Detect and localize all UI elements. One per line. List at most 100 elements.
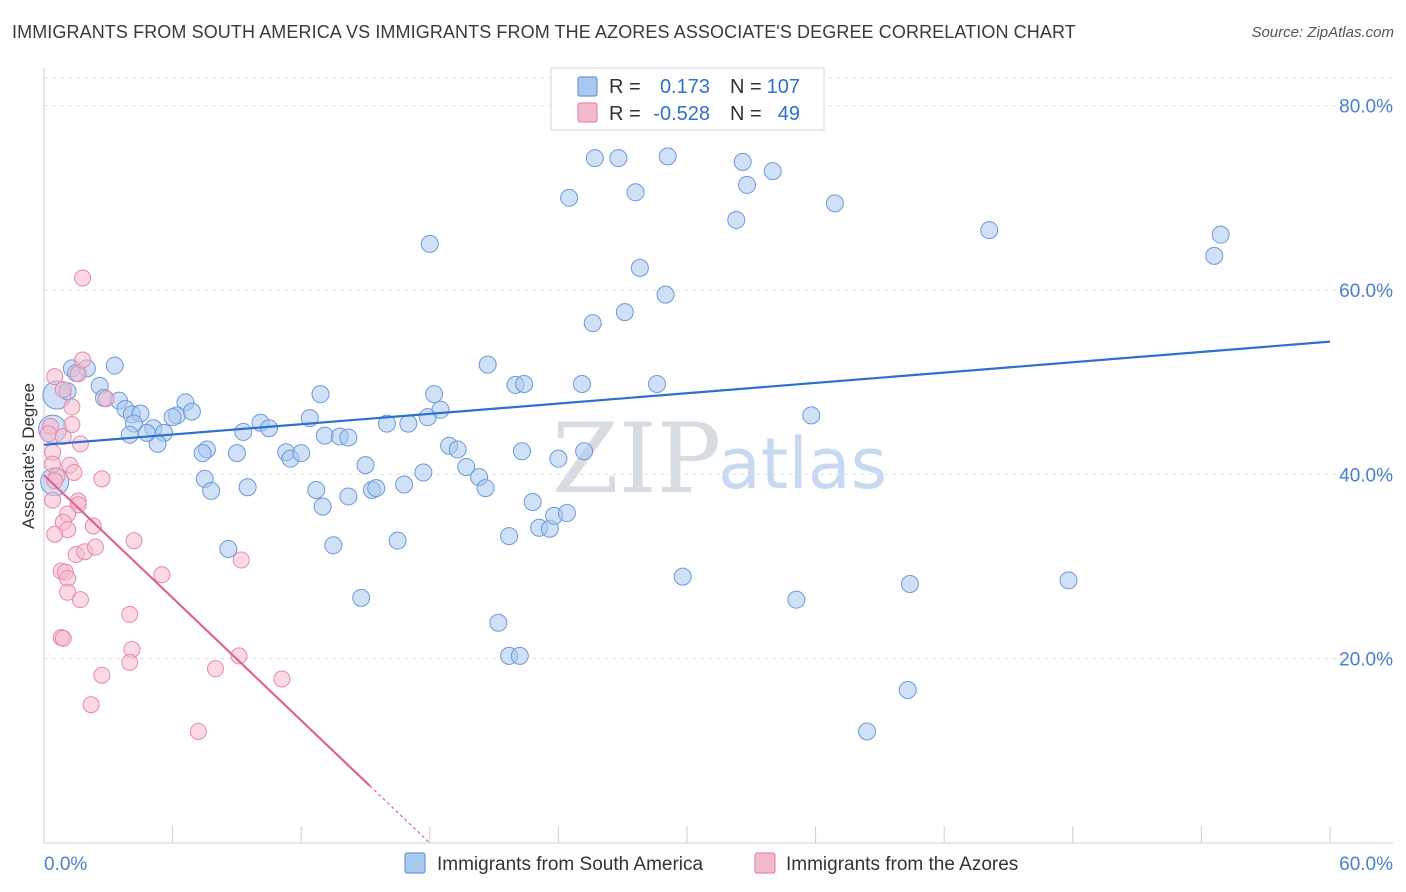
pink-point <box>54 629 72 647</box>
pink-point <box>59 583 77 601</box>
blue-point <box>315 426 334 445</box>
pink-point <box>54 428 72 446</box>
series-legend: Immigrants from South America Immigrants… <box>404 852 1018 875</box>
pink-point <box>273 670 291 688</box>
blue-point <box>489 613 508 632</box>
blue-point <box>512 442 531 461</box>
blue-point <box>182 402 201 421</box>
pink-point <box>74 269 92 287</box>
pink-point <box>71 435 89 453</box>
legend-pink-swatch <box>577 102 598 123</box>
blue-point <box>476 479 495 498</box>
blue-point <box>414 463 433 482</box>
blue-point <box>733 152 752 171</box>
blue-point <box>120 425 139 444</box>
pink-point <box>63 416 81 434</box>
blue-point <box>395 475 414 494</box>
blue-point <box>630 258 649 277</box>
blue-point <box>193 444 212 463</box>
watermark: ZIP atlas <box>552 403 887 515</box>
axes <box>43 68 1393 844</box>
blue-point <box>292 444 311 463</box>
pink-point <box>232 551 250 569</box>
x-tick-labels: 0.0% 60.0% <box>44 854 1393 875</box>
blue-point <box>858 722 877 741</box>
legend-blue-r-value: 0.173 <box>660 76 710 98</box>
blue-point <box>324 536 343 555</box>
blue-point <box>313 497 332 516</box>
blue-point <box>572 375 591 393</box>
pink-point <box>125 532 143 550</box>
blue-point <box>898 681 917 699</box>
source-credit: Source: ZipAtlas.com <box>1251 24 1394 41</box>
pink-trend-extension <box>369 785 431 844</box>
blue-point <box>585 149 604 168</box>
pink-point <box>82 696 100 714</box>
pink-point <box>153 566 171 584</box>
blue-trend-line <box>43 340 1331 446</box>
legend-blue-swatch <box>577 76 598 97</box>
blue-point <box>234 422 253 441</box>
blue-point <box>105 356 124 375</box>
y-tick-label: 60.0% <box>1339 281 1393 302</box>
blue-point <box>377 414 396 433</box>
y-tick-labels: 20.0% 40.0% 60.0% 80.0% <box>1339 97 1393 671</box>
blue-point <box>583 314 602 333</box>
blue-point <box>352 588 371 607</box>
blue-point <box>575 442 594 461</box>
pink-point <box>230 647 248 665</box>
blue-point <box>900 575 919 594</box>
blue-point <box>656 285 675 304</box>
bottom-legend-blue-label: Immigrants from South America <box>437 854 704 875</box>
pink-point <box>39 425 57 443</box>
blue-point <box>626 183 645 202</box>
bottom-legend-pink-swatch <box>754 852 776 874</box>
pink-point <box>93 666 111 684</box>
watermark-atlas: atlas <box>718 423 887 505</box>
blue-point <box>238 478 257 497</box>
blue-point <box>515 375 534 393</box>
legend-blue-r-label: R = <box>609 76 641 98</box>
stats-legend: R = 0.173 N = 107 R = -0.528 N = 49 <box>550 67 825 131</box>
blue-point <box>367 479 386 498</box>
blue-point <box>425 385 444 404</box>
blue-point <box>787 590 806 609</box>
blue-point <box>478 355 497 374</box>
pink-point <box>65 463 83 481</box>
blue-point <box>1059 571 1078 590</box>
blue-point <box>615 303 634 322</box>
blue-point <box>311 385 330 404</box>
pink-point <box>121 605 139 623</box>
blue-point <box>802 406 821 425</box>
legend-blue-n-label: N = <box>730 76 762 98</box>
y-axis-label: Associate's Degree <box>19 383 38 529</box>
grid-lines <box>44 77 1393 660</box>
blue-point <box>557 504 576 523</box>
bottom-legend-blue-swatch <box>404 852 426 874</box>
blue-point <box>399 414 418 433</box>
pink-point <box>189 722 207 740</box>
blue-point <box>549 449 568 468</box>
legend-blue-n-value: 107 <box>767 76 800 98</box>
blue-point <box>1205 246 1224 265</box>
blue-point <box>738 175 757 194</box>
blue-point <box>448 440 467 459</box>
blue-point <box>647 375 666 393</box>
blue-point <box>137 423 156 442</box>
blue-point <box>510 646 529 665</box>
blue-point <box>658 147 677 166</box>
blue-point <box>825 194 844 213</box>
x-tick-label: 60.0% <box>1339 854 1393 875</box>
blue-point <box>500 527 519 546</box>
blue-point <box>339 428 358 447</box>
pink-point <box>46 472 64 490</box>
blue-point <box>420 234 439 253</box>
legend-pink-n-value: 49 <box>778 103 800 125</box>
blue-point <box>763 162 782 181</box>
blue-point <box>1211 225 1230 244</box>
pink-series-points <box>39 269 291 740</box>
legend-pink-r-value: -0.528 <box>653 103 710 125</box>
pink-point <box>46 525 64 543</box>
blue-point <box>163 408 182 427</box>
